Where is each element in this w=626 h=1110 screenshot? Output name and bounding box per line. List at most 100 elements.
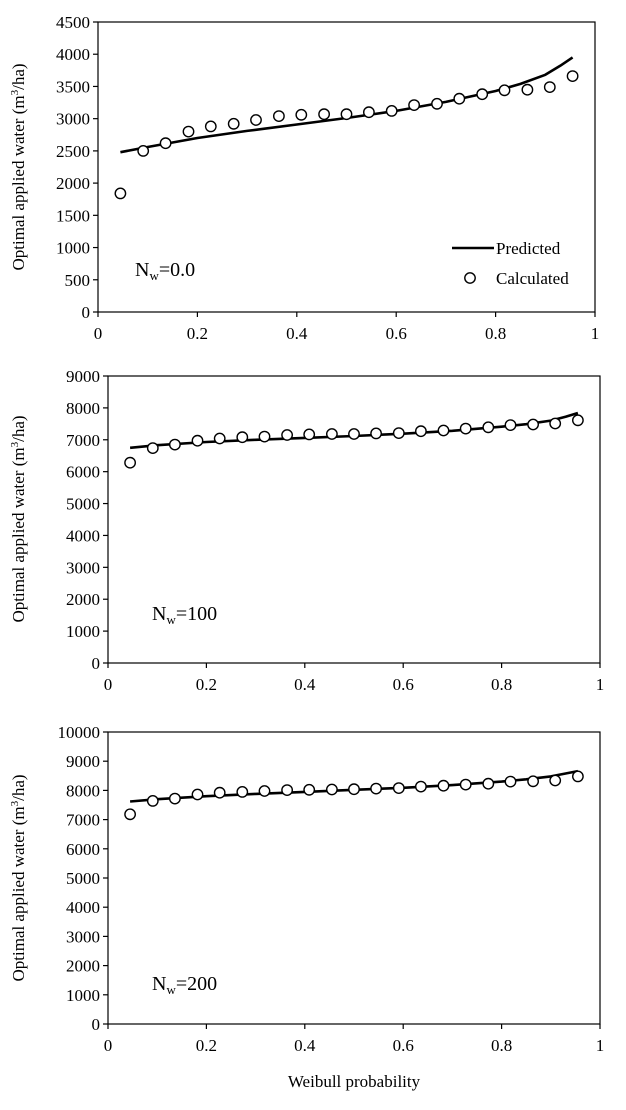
y-tick-label: 500 (65, 271, 91, 290)
calculated-point (437, 779, 450, 792)
y-tick-label: 7000 (66, 431, 100, 450)
y-tick-label: 1000 (56, 239, 90, 258)
calculated-point (137, 144, 150, 157)
calculated-point (114, 187, 127, 200)
calculated-point (236, 431, 249, 444)
calculated-point (431, 97, 443, 110)
calculated-point (303, 783, 316, 796)
y-tick-label: 2000 (56, 174, 90, 193)
x-tick-label: 0.2 (196, 1036, 217, 1055)
calculated-point (124, 456, 137, 469)
y-axis-title: Optimal applied water (m3/ha) (9, 774, 28, 981)
x-tick-label: 0.8 (485, 324, 506, 343)
x-tick-label: 0 (94, 324, 103, 343)
x-tick-label: 1 (591, 324, 600, 343)
y-tick-label: 7000 (66, 811, 100, 830)
calculated-point (325, 428, 338, 440)
calculated-point (146, 442, 159, 454)
calculated-point (227, 117, 240, 130)
predicted-line (120, 56, 574, 154)
y-tick-label: 0 (92, 654, 101, 673)
x-tick-label: 0.8 (491, 675, 512, 694)
chart-panel-3: 0100020003000400050006000700080009000100… (9, 723, 604, 1091)
x-tick-label: 1 (596, 1036, 605, 1055)
plot-frame (107, 375, 601, 664)
y-tick-label: 2000 (66, 957, 100, 976)
y-tick-label: 0 (82, 303, 91, 322)
y-tick-label: 9000 (66, 752, 100, 771)
x-tick-label: 0.4 (294, 675, 316, 694)
y-tick-label: 1000 (66, 622, 100, 641)
legend-marker-swatch (464, 272, 476, 284)
y-tick-label: 5000 (66, 869, 100, 888)
x-tick-label: 0.4 (286, 324, 308, 343)
calculated-point (159, 137, 172, 150)
y-tick-label: 4000 (56, 45, 90, 64)
calculated-point (258, 430, 271, 443)
y-tick-label: 3000 (66, 558, 100, 577)
calculated-point (258, 785, 271, 797)
calculated-point (191, 788, 204, 801)
calculated-point (303, 428, 316, 441)
calculated-point (348, 783, 360, 796)
y-tick-label: 1000 (66, 986, 100, 1005)
calculated-point (370, 782, 382, 795)
calculated-point (572, 414, 584, 427)
calculated-point (414, 425, 427, 438)
nw-annotation: Nw=0.0 (135, 259, 195, 283)
calculated-point (325, 783, 338, 796)
calculated-point (392, 427, 405, 439)
calculated-point (250, 114, 262, 126)
calculated-point (362, 106, 375, 119)
calculated-point (168, 438, 181, 451)
calculated-point (459, 422, 472, 435)
calculated-point (191, 434, 204, 447)
y-tick-label: 10000 (58, 723, 101, 742)
x-tick-label: 0.6 (386, 324, 407, 343)
chart-panel-1: 0 500 1000 1500 2000 2500 3000 3500 4000 4500 0 0.2… (9, 13, 599, 343)
calculated-point (392, 782, 405, 794)
calculated-point (348, 428, 360, 440)
calculated-point (504, 419, 517, 431)
calculated-point (437, 424, 450, 437)
calculated-point (370, 427, 382, 440)
calculated-point (504, 775, 517, 788)
calculated-point (168, 792, 181, 805)
x-tick-label: 0 (104, 675, 113, 694)
y-tick-label: 6000 (66, 840, 100, 859)
calculated-point (414, 780, 427, 793)
calculated-point (281, 429, 293, 441)
calculated-point (318, 108, 330, 121)
x-tick-label: 0.6 (393, 1036, 414, 1055)
y-tick-label: 4000 (66, 526, 100, 545)
y-tick-label: 8000 (66, 399, 100, 418)
calculated-point (213, 786, 226, 799)
x-tick-label: 0 (104, 1036, 113, 1055)
legend: Predicted Calculated (452, 239, 569, 288)
calculated-point (549, 774, 562, 787)
y-axis-title: Optimal applied water (m3/ha) (9, 415, 28, 622)
calculated-point (521, 83, 534, 96)
plot-frame (97, 21, 596, 313)
legend-entry-predicted: Predicted (496, 239, 561, 258)
x-axis-title: Weibull probability (288, 1072, 421, 1091)
nw-annotation: Nw=200 (152, 973, 217, 997)
calculated-point (295, 108, 308, 121)
calculated-point (340, 108, 353, 121)
calculated-point (476, 88, 489, 101)
calculated-point (213, 432, 226, 445)
calculated-point (482, 421, 495, 434)
calculated-point (482, 777, 495, 790)
calculated-point (498, 84, 511, 97)
calculated-point (236, 786, 249, 798)
calculated-point (204, 120, 217, 133)
calculated-point (572, 770, 584, 783)
calculated-point (527, 775, 539, 788)
chart-panel-2: 0 1000 2000 3000 4000 5000 6000 7000 8000 9000 0 0.… (9, 367, 604, 694)
y-tick-label: 5000 (66, 495, 100, 514)
x-tick-label: 0.4 (294, 1036, 316, 1055)
y-tick-label: 3000 (66, 927, 100, 946)
calculated-point (385, 105, 398, 117)
calculated-point (272, 110, 285, 123)
